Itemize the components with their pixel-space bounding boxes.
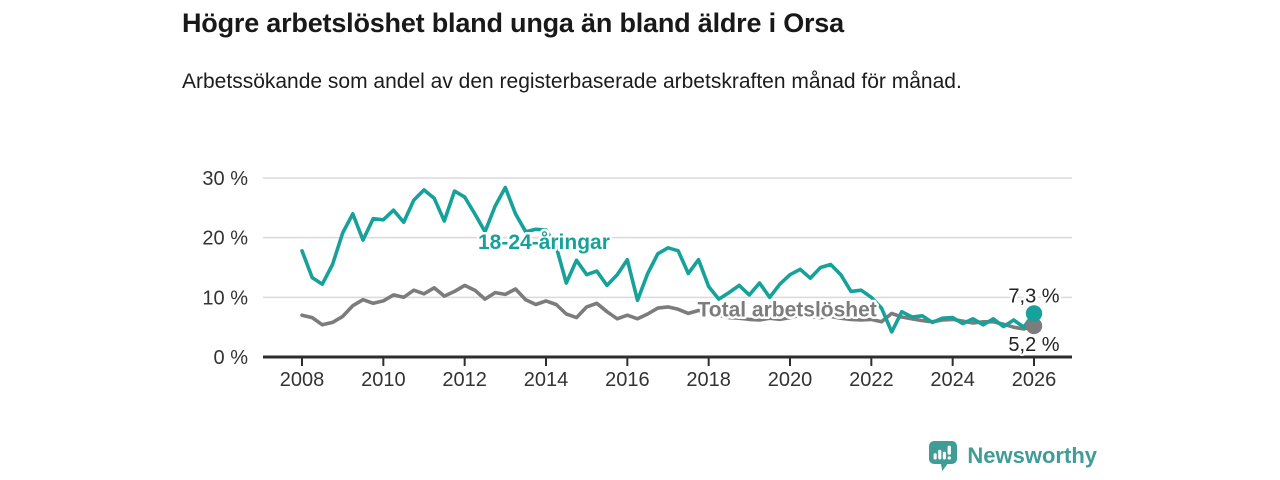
end-dot-Total arbetslöshet [1025, 317, 1043, 335]
x-tick-label: 2010 [361, 369, 406, 391]
x-tick-label: 2012 [442, 369, 487, 391]
end-dot-18-24-åringar [1025, 305, 1043, 322]
x-tick-label: 2024 [930, 369, 975, 391]
x-tick-label: 2014 [524, 369, 569, 391]
newsworthy-icon [929, 441, 958, 471]
series-label: Total arbetslöshet [697, 298, 876, 321]
y-tick-label: 30 % [202, 168, 248, 190]
series-line-Total arbetslöshet [300, 283, 1036, 331]
unemployment-line-chart: 0 % 10 % 20 % 30 % 2008 2010 2012 2014 2016 2018 2… [202, 168, 1072, 391]
brand-name: Newsworthy [967, 443, 1097, 468]
x-tick-label: 2008 [280, 369, 325, 391]
series-line-18-24-åringar [300, 185, 1036, 334]
x-tick-label: 2016 [605, 369, 650, 391]
chart-subtitle: Arbetssökande som andel av den registerb… [182, 70, 962, 93]
x-tick-label: 2022 [849, 369, 894, 391]
newsworthy-logo: Newsworthy [928, 440, 1097, 472]
chart-title: Högre arbetslöshet bland unga än bland ä… [182, 8, 844, 38]
x-tick-label: 2018 [686, 369, 731, 391]
series-label: 18-24-åringar [478, 231, 610, 254]
y-tick-label: 10 % [202, 287, 248, 309]
x-tick-label: 2020 [768, 369, 813, 391]
y-tick-label: 20 % [202, 228, 248, 250]
end-value-label: 7,3 % [1008, 285, 1059, 307]
end-value-label: 5,2 % [1008, 334, 1059, 356]
y-tick-label: 0 % [214, 347, 249, 369]
x-tick-label: 2026 [1012, 369, 1057, 391]
